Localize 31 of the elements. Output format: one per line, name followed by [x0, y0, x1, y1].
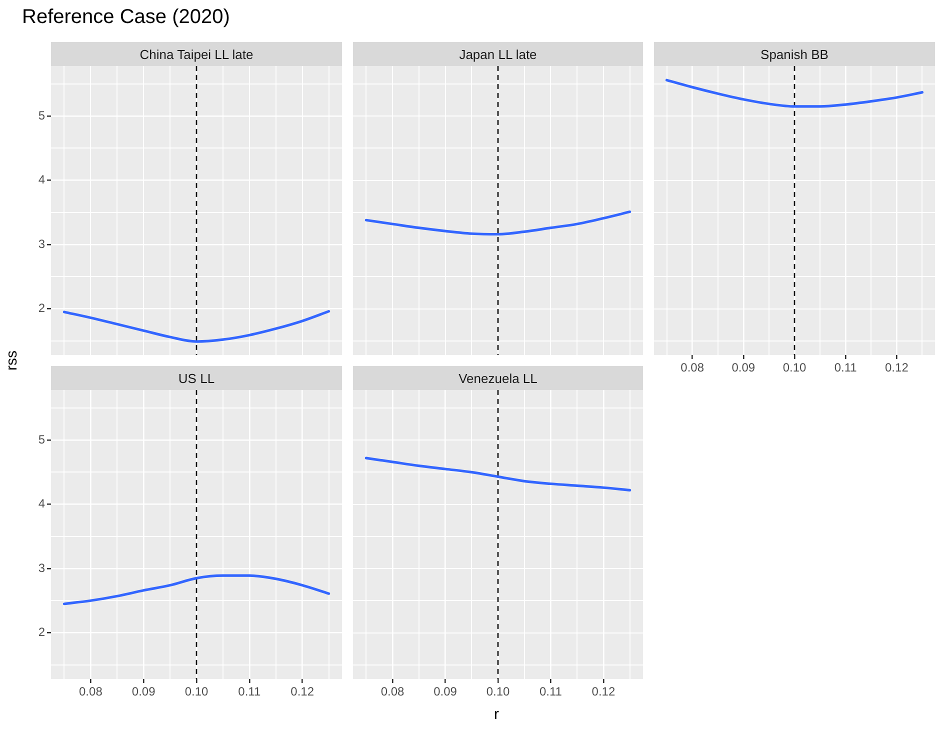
y-tick-label: 4	[38, 172, 46, 187]
x-tick-label: 0.08	[79, 684, 103, 699]
x-tick-label: 0.10	[486, 684, 510, 699]
x-axis-title: r	[494, 706, 499, 723]
x-tick-label: 0.08	[680, 360, 704, 375]
chart-title: Japan LL late	[353, 42, 643, 66]
x-tick-label: 0.12	[592, 684, 616, 699]
y-tick-label: 5	[38, 432, 46, 446]
y-tick-label: 3	[38, 560, 46, 575]
chart-title: Spanish BB	[654, 42, 935, 66]
x-tick-label: 0.12	[290, 684, 314, 699]
y-tick-label: 3	[38, 236, 46, 251]
x-tick-label: 0.09	[732, 360, 756, 375]
chart-title: China Taipei LL late	[51, 42, 342, 66]
y-axis-title: rss	[4, 350, 20, 370]
chart-title: Venezuela LL	[353, 366, 643, 390]
text: Reference Case (2020)	[22, 6, 230, 29]
x-tick-label: 0.11	[539, 684, 562, 699]
x-tick-label: 0.11	[834, 360, 858, 375]
y-tick-label: 2	[38, 301, 46, 316]
x-tick-label: 0.09	[132, 684, 156, 699]
x-tick-label: 0.10	[184, 684, 208, 699]
x-tick-label: 0.08	[380, 684, 405, 699]
y-tick-label: 5	[38, 108, 46, 122]
y-tick-label: 4	[38, 496, 46, 511]
x-tick-label: 0.11	[238, 684, 261, 699]
y-tick-label: 2	[38, 625, 46, 640]
x-tick-label: 0.12	[885, 360, 909, 375]
x-tick-label: 0.10	[782, 360, 806, 375]
x-tick-label: 0.09	[434, 684, 458, 699]
chart-title: US LL	[51, 366, 342, 390]
